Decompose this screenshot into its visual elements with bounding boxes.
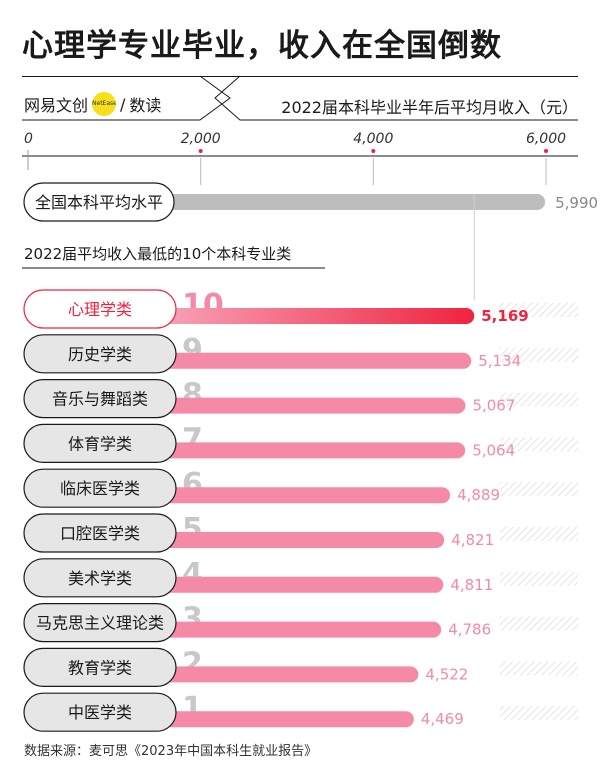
- reference-label-box: [23, 182, 175, 222]
- x-tick-dot: [198, 149, 203, 153]
- source-note: 数据来源：麦可思《2023年中国本科生就业报告》: [24, 744, 318, 759]
- bar: [150, 666, 419, 683]
- value-label: 5,169: [481, 307, 528, 325]
- chart-subtitle: 2022届本科毕业半年后平均月收入（元）: [281, 98, 578, 117]
- category-label-box: [23, 423, 177, 463]
- category-label-box: [23, 289, 177, 329]
- x-tick-dot: [544, 149, 548, 153]
- reference-bar: [150, 194, 546, 210]
- category-label-box: [23, 692, 177, 732]
- bar-hatch: [500, 482, 578, 497]
- section-label: 2022届平均收入最低的10个本科专业类: [24, 245, 291, 263]
- header-chevron-right: [214, 75, 578, 121]
- value-label: 5,134: [478, 352, 521, 370]
- category-label: 音乐与舞蹈类: [52, 390, 148, 409]
- category-label-box: [23, 602, 177, 643]
- x-tick-label: 2,000: [181, 131, 221, 147]
- category-label: 历史学类: [68, 345, 132, 364]
- x-tick-dot: [371, 149, 376, 153]
- value-label: 5,067: [472, 397, 515, 415]
- bar-hatch: [500, 706, 578, 721]
- bar: [150, 576, 444, 593]
- bar-hatch: [500, 661, 578, 676]
- reference-value-label: 5,990: [555, 194, 598, 212]
- x-tick-label: 4,000: [353, 131, 393, 147]
- bar-hatch: [500, 303, 578, 317]
- bar: [150, 532, 445, 548]
- brand-logo: 网易文创 NetEase / 数读: [24, 92, 161, 116]
- value-label: 4,811: [450, 576, 493, 594]
- bar: [150, 711, 414, 728]
- bar: [150, 308, 475, 324]
- category-label: 教育学类: [68, 658, 132, 677]
- category-label-box: [23, 468, 177, 508]
- reference-row: 全国本科平均水平 5,990 2022届平均收入最低的10个本科专业类: [22, 182, 598, 300]
- value-label: 4,522: [425, 665, 468, 683]
- category-label-box: [23, 558, 177, 598]
- header-band: [22, 75, 578, 121]
- bar-hatch: [500, 437, 578, 452]
- bar-hatch: [500, 392, 578, 407]
- header-rule-top: [22, 76, 578, 77]
- category-label: 心理学类: [68, 300, 132, 319]
- category-label: 美术学类: [68, 569, 132, 588]
- category-label-box: [23, 334, 177, 374]
- category-label-box: [23, 379, 177, 419]
- x-axis: 0 2,000 4,000 6,000: [22, 131, 578, 185]
- bar-hatch: [500, 571, 578, 586]
- brand-name-right: 数读: [129, 96, 162, 115]
- brand-name-left: 网易文创: [24, 96, 89, 115]
- bar: [150, 621, 442, 638]
- bar-hatch: [500, 347, 578, 362]
- value-label: 4,889: [457, 486, 500, 504]
- hatch-backgrounds: [500, 303, 578, 721]
- reference-label: 全国本科平均水平: [35, 193, 163, 212]
- netease-badge-icon: NetEase: [92, 92, 117, 116]
- bar: [150, 442, 466, 459]
- value-label: 5,064: [472, 441, 515, 459]
- header-chevron-left: [22, 75, 231, 121]
- category-label: 口腔医学类: [60, 524, 140, 543]
- value-label: 4,821: [451, 531, 494, 549]
- category-label-box: [23, 647, 177, 688]
- category-label: 马克思主义理论类: [36, 614, 164, 633]
- category-label: 中医学类: [68, 703, 132, 722]
- brand-slash: /: [120, 94, 126, 114]
- category-label: 临床医学类: [60, 479, 140, 498]
- page-title: 心理学专业毕业，收入在全国倒数: [22, 28, 502, 64]
- bar-hatch: [500, 616, 578, 631]
- bar-hatch: [500, 527, 578, 541]
- x-tick-label: 0: [24, 131, 33, 147]
- value-label: 4,469: [421, 710, 464, 728]
- bar: [150, 487, 451, 504]
- category-label-box: [23, 513, 177, 553]
- bar: [150, 397, 466, 414]
- category-label: 体育学类: [68, 434, 132, 453]
- value-label: 4,786: [448, 621, 491, 639]
- bar: [150, 352, 472, 369]
- x-tick-label: 6,000: [526, 131, 566, 147]
